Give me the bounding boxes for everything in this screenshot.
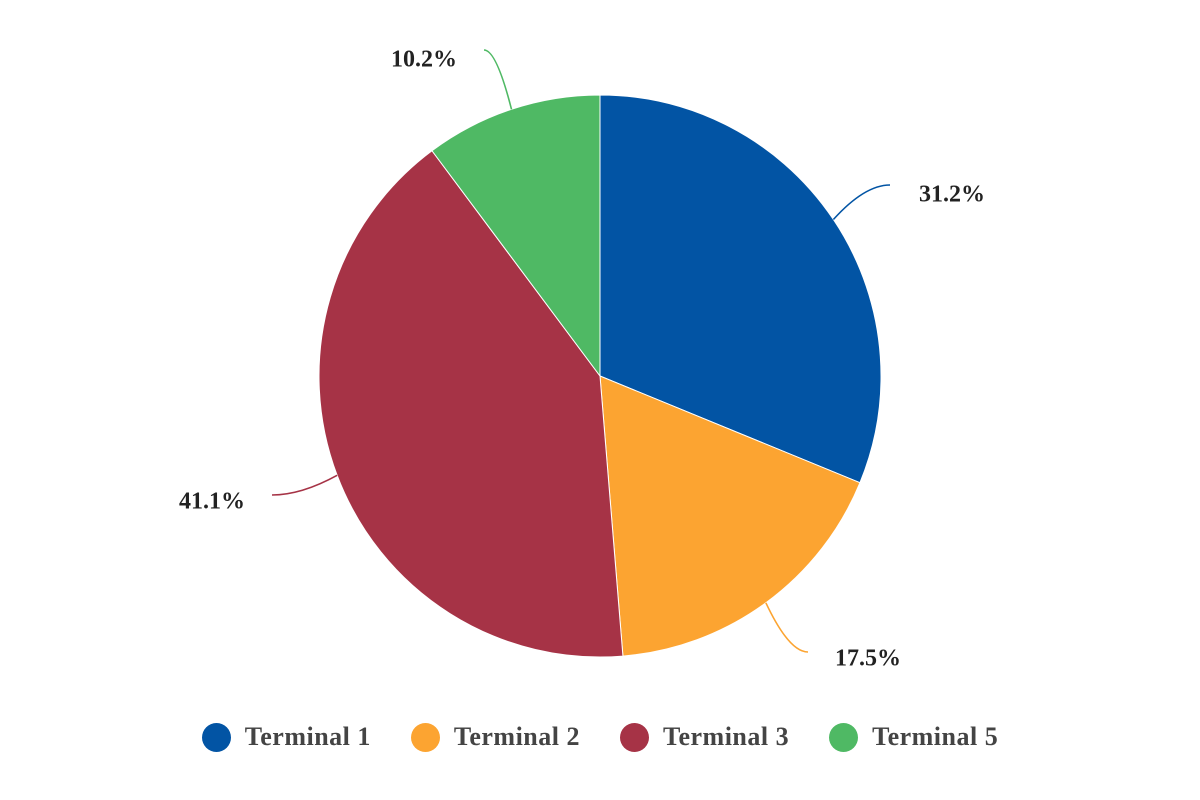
leader-line-terminal-5 bbox=[483, 49, 513, 110]
legend-label: Terminal 5 bbox=[872, 722, 999, 751]
legend-swatch bbox=[620, 722, 649, 752]
leader-line-terminal-2 bbox=[765, 602, 809, 653]
leader-line-terminal-3 bbox=[271, 474, 338, 496]
legend-swatch bbox=[829, 722, 859, 752]
legend-label: Terminal 3 bbox=[663, 722, 790, 751]
legend-item-terminal-5[interactable]: Terminal 5 bbox=[829, 722, 998, 752]
data-label-terminal-2: 17.5% bbox=[835, 646, 901, 672]
data-label-terminal-3: 41.1% bbox=[179, 489, 245, 515]
pie-slice-terminal-3[interactable] bbox=[318, 150, 624, 658]
legend-label: Terminal 1 bbox=[244, 722, 371, 751]
leader-line-terminal-1 bbox=[832, 184, 891, 221]
legend-label: Terminal 2 bbox=[453, 722, 580, 751]
pie-slice-terminal-5[interactable] bbox=[431, 94, 601, 378]
data-label-terminal-1: 31.2% bbox=[919, 182, 985, 208]
legend-item-terminal-3[interactable]: Terminal 3 bbox=[620, 722, 789, 752]
legend-item-terminal-2[interactable]: Terminal 2 bbox=[410, 722, 580, 752]
percentage-labels: 31.2% 17.5% 41.1% 10.2% bbox=[179, 47, 985, 672]
data-label-terminal-5: 10.2% bbox=[391, 47, 457, 73]
legend: Terminal 1 Terminal 2 Terminal 3 Terminal 5 bbox=[0, 714, 1200, 760]
pie-slice-terminal-2[interactable] bbox=[599, 375, 861, 657]
pie-slices bbox=[318, 94, 882, 658]
legend-swatch bbox=[410, 722, 440, 752]
legend-swatch bbox=[201, 722, 231, 752]
legend-item-terminal-1[interactable]: Terminal 1 bbox=[201, 722, 371, 752]
label-leader-lines bbox=[271, 49, 891, 653]
pie-chart: 31.2% 17.5% 41.1% 10.2% bbox=[179, 47, 985, 672]
